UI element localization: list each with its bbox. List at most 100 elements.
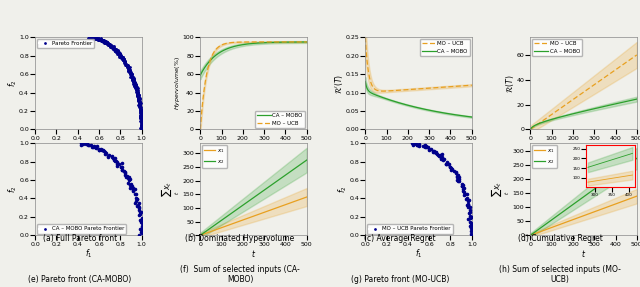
Point: [125, 69, 136, 74]
MO – UCB: [412, 87, 420, 91]
Point: [134, 97, 144, 101]
Point: [467, 233, 477, 238]
Point: [127, 75, 138, 80]
Point: [108, 46, 118, 51]
Line: MO – UCB: MO – UCB: [365, 37, 472, 91]
Point: [76, 142, 86, 147]
Point: [117, 164, 127, 169]
Point: [108, 45, 118, 50]
Point: [109, 46, 119, 51]
MO – UCB: [248, 40, 255, 44]
Point: [463, 202, 474, 207]
Point: [126, 72, 136, 76]
Point: [123, 67, 133, 72]
Point: [94, 36, 104, 41]
Point: [128, 76, 138, 81]
Point: [78, 142, 88, 146]
Point: [131, 204, 141, 209]
Point: [135, 106, 145, 111]
Y-axis label: $f_2$: $f_2$: [6, 185, 19, 193]
Point: [125, 69, 135, 74]
Point: [113, 49, 123, 54]
X-axis label: $t$: $t$: [251, 142, 256, 153]
Point: [98, 39, 108, 44]
Point: [136, 124, 147, 128]
Point: [103, 41, 113, 46]
Point: [136, 125, 147, 130]
Point: [456, 184, 467, 188]
Point: [133, 203, 143, 208]
Point: [128, 82, 138, 86]
Point: [102, 40, 112, 45]
Point: [136, 119, 147, 123]
Point: [136, 112, 147, 116]
Point: [98, 38, 108, 43]
Point: [113, 49, 123, 54]
Point: [465, 220, 475, 224]
Point: [136, 125, 147, 130]
Point: [88, 35, 98, 40]
Point: [135, 104, 145, 109]
MO – UCB: [633, 53, 640, 57]
Point: [107, 154, 117, 158]
Point: [111, 50, 121, 54]
Point: [462, 195, 472, 200]
Point: [104, 41, 114, 46]
Point: [136, 225, 147, 230]
Point: [117, 57, 127, 61]
MO – UCB: [577, 92, 585, 96]
Point: [115, 53, 125, 57]
Point: [105, 43, 115, 48]
Point: [90, 37, 100, 41]
MO – UCB: [425, 86, 433, 90]
Point: [133, 90, 143, 94]
Point: [83, 141, 93, 146]
Point: [116, 54, 126, 59]
Point: [124, 178, 134, 183]
Point: [90, 35, 100, 40]
Point: [121, 63, 131, 67]
Point: [116, 56, 127, 61]
Point: [122, 64, 132, 68]
X-axis label: $f_1$: $f_1$: [84, 248, 92, 261]
Point: [99, 38, 109, 42]
Point: [123, 66, 133, 71]
Point: [127, 78, 138, 82]
Point: [114, 52, 124, 57]
Point: [122, 63, 132, 68]
MO – UCB: [196, 128, 204, 131]
Point: [136, 107, 147, 112]
CA – MOBO: [425, 108, 433, 112]
Point: [125, 68, 135, 72]
Point: [449, 168, 459, 173]
$x_2$: [590, 188, 598, 191]
Point: [136, 221, 147, 226]
Point: [136, 119, 147, 124]
Point: [131, 86, 141, 90]
Point: [124, 70, 134, 74]
Point: [118, 59, 129, 63]
Point: [107, 44, 117, 48]
$x_2$: [300, 160, 308, 164]
Point: [88, 35, 98, 40]
Point: [429, 148, 439, 153]
Point: [119, 59, 129, 63]
Point: [136, 115, 146, 120]
Point: [131, 199, 141, 203]
Point: [117, 167, 127, 172]
Point: [111, 47, 121, 52]
Point: [124, 68, 134, 73]
Point: [131, 85, 141, 89]
Point: [106, 44, 116, 49]
MO – UCB: [284, 40, 291, 44]
Point: [134, 100, 145, 104]
Point: [105, 43, 115, 48]
Point: [437, 152, 447, 156]
Point: [135, 115, 145, 120]
Point: [115, 53, 125, 58]
Point: [129, 82, 139, 86]
Point: [115, 53, 125, 57]
Point: [102, 40, 112, 44]
Point: [92, 144, 102, 148]
Point: [136, 120, 147, 125]
